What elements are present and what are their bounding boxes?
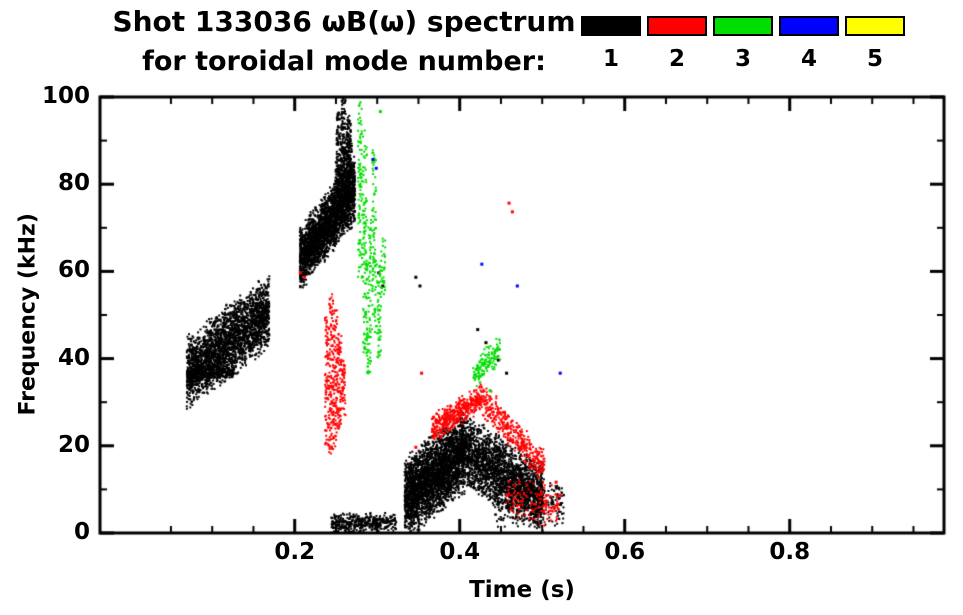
y-axis-label: Frequency (kHz): [15, 213, 41, 416]
x-axis-label: Time (s): [469, 577, 575, 603]
